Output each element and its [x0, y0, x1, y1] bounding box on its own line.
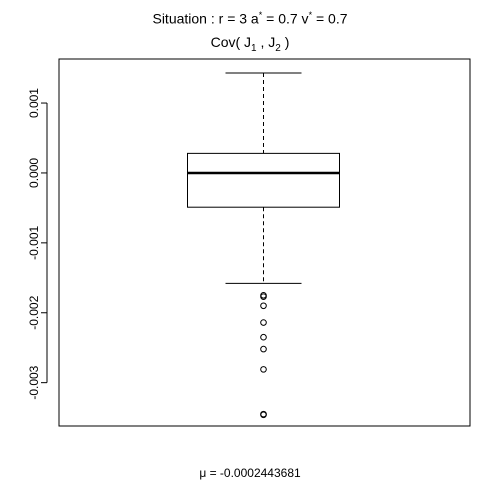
subtitle-prefix: Cov( J — [210, 34, 252, 50]
title-v-sup: * — [308, 10, 313, 20]
title-v-value: = 0.7 — [312, 10, 348, 27]
outlier-point — [260, 366, 267, 373]
title-a-sup: * — [258, 10, 263, 20]
outlier-point — [260, 319, 267, 326]
title-a: a — [247, 10, 259, 27]
outlier-point — [260, 411, 267, 419]
y-tick-label: -0.003 — [27, 365, 41, 399]
outlier-point — [260, 333, 267, 341]
subtitle-mid: , J — [256, 34, 276, 50]
plot-frame — [58, 58, 471, 427]
y-tick-label: 0.000 — [27, 158, 41, 188]
title-prefix: Situation : — [152, 10, 219, 27]
y-tick-label: -0.002 — [27, 295, 41, 329]
subtitle-sub2: 2 — [275, 42, 281, 54]
subtitle-sub1: 1 — [251, 42, 257, 54]
iqr-box — [187, 152, 340, 208]
chart-subtitle: Cov( J1 , J2 ) — [0, 34, 500, 54]
chart-title: Situation : r = 3 a* = 0.7 v* = 0.7 — [0, 10, 500, 27]
x-axis-label: μ = -0.0002443681 — [199, 466, 301, 480]
subtitle-suffix: ) — [280, 34, 290, 50]
y-tick-label: 0.001 — [27, 88, 41, 118]
title-a-value: = 0.7 — [262, 10, 298, 27]
title-r: r = 3 — [218, 10, 248, 27]
outlier-point — [260, 293, 267, 300]
outlier-point — [260, 345, 267, 353]
outlier-point — [260, 302, 267, 310]
y-tick-label: -0.001 — [27, 226, 41, 260]
title-v: v — [297, 10, 309, 27]
